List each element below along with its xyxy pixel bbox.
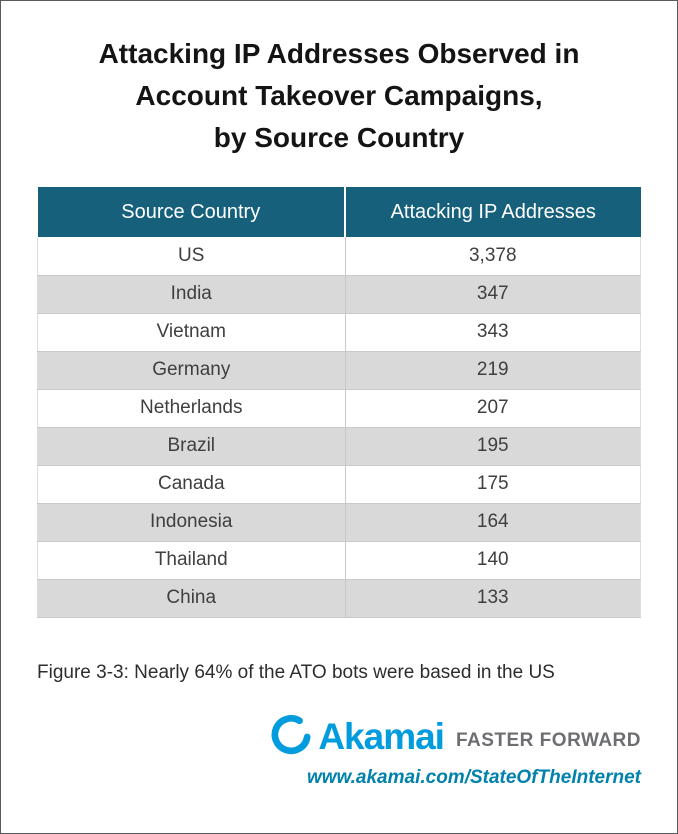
source-country-cell: Thailand	[37, 541, 346, 580]
ip-count-cell: 133	[345, 579, 642, 618]
akamai-tagline: FASTER FORWARD	[455, 729, 641, 751]
footer: Akamai FASTER FORWARD www.akamai.com/Sta…	[269, 715, 641, 789]
table-header-row: Source Country Attacking IP Addresses	[37, 187, 641, 237]
source-country-cell: India	[37, 275, 346, 314]
ip-count-cell: 164	[345, 503, 642, 542]
source-country-cell: China	[37, 579, 346, 618]
table-row: India 347	[37, 275, 642, 314]
ip-count-cell: 3,378	[345, 237, 642, 276]
table-row: Brazil 195	[37, 427, 642, 466]
source-country-cell: Vietnam	[37, 313, 346, 352]
ip-count-cell: 207	[345, 389, 642, 428]
column-header-attacking-ips: Attacking IP Addresses	[345, 187, 641, 237]
table-row: Thailand 140	[37, 541, 642, 580]
ip-count-cell: 175	[345, 465, 642, 504]
figure-title-line-1: Attacking IP Addresses Observed in	[98, 38, 580, 69]
akamai-logo: Akamai FASTER FORWARD	[269, 715, 641, 757]
source-country-cell: Indonesia	[37, 503, 346, 542]
figure-title-line-3: by Source Country	[213, 122, 465, 153]
table-body: US 3,378 India 347 Vietnam 343 Germany 219 Nethe…	[37, 237, 642, 618]
akamai-wave-icon	[269, 715, 311, 757]
ip-count-cell: 347	[345, 275, 642, 314]
ip-count-cell: 140	[345, 541, 642, 580]
source-country-cell: Germany	[37, 351, 346, 390]
figure-title: Attacking IP Addresses Observed in Accou…	[37, 33, 641, 159]
table-row: US 3,378	[37, 237, 642, 276]
source-country-cell: Canada	[37, 465, 346, 504]
table-row: Vietnam 343	[37, 313, 642, 352]
report-url-link[interactable]: www.akamai.com/StateOfTheInternet	[307, 767, 641, 788]
figure-title-line-2: Account Takeover Campaigns,	[135, 80, 543, 111]
table-row: Netherlands 207	[37, 389, 642, 428]
ip-count-cell: 219	[345, 351, 642, 390]
ip-count-cell: 195	[345, 427, 642, 466]
ip-count-cell: 343	[345, 313, 642, 352]
column-header-source-country: Source Country	[37, 187, 347, 237]
table-row: Canada 175	[37, 465, 642, 504]
attacking-ip-table: Source Country Attacking IP Addresses US…	[37, 187, 642, 618]
table-row: Indonesia 164	[37, 503, 642, 542]
source-country-cell: Netherlands	[37, 389, 346, 428]
source-country-cell: US	[37, 237, 346, 276]
akamai-wordmark: Akamai	[318, 715, 445, 757]
table-row: Germany 219	[37, 351, 642, 390]
figure-caption: Figure 3-3: Nearly 64% of the ATO bots w…	[37, 661, 555, 683]
source-country-cell: Brazil	[37, 427, 346, 466]
table-row: China 133	[37, 579, 642, 618]
